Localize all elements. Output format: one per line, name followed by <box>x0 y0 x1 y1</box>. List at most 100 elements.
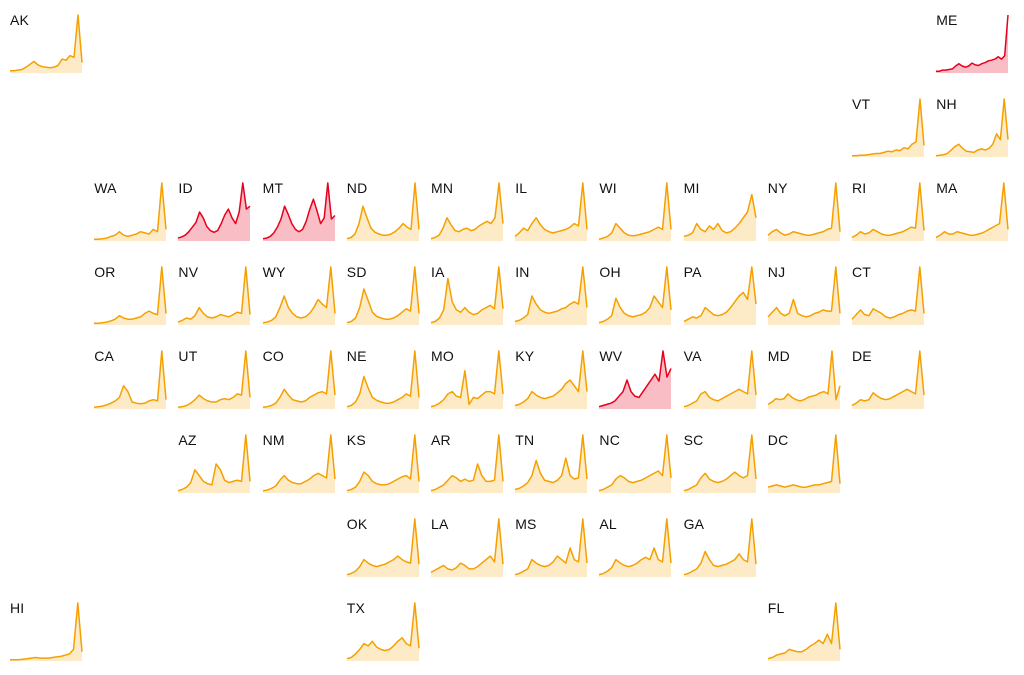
state-label: ME <box>936 12 958 28</box>
sparkline-line <box>346 182 420 240</box>
tile-ia: IA <box>430 264 505 332</box>
tile-wy: WY <box>262 264 337 332</box>
sparkline-area <box>178 351 251 409</box>
sparkline-line <box>851 266 925 320</box>
sparkline-area <box>94 183 167 241</box>
sparkline-area <box>852 267 924 325</box>
sparkline <box>10 602 83 661</box>
tile-wa: WA <box>94 180 168 248</box>
state-label: RI <box>852 180 867 196</box>
sparkline <box>599 434 673 493</box>
sparkline <box>514 518 588 577</box>
sparkline-line <box>262 350 336 409</box>
sparkline-area <box>178 435 251 493</box>
sparkline <box>514 266 588 325</box>
sparkline <box>430 518 504 577</box>
state-label: PA <box>683 264 702 280</box>
sparkline <box>767 266 841 325</box>
tile-nm: NM <box>262 432 337 500</box>
sparkline <box>430 434 504 493</box>
sparkline <box>94 182 167 241</box>
state-label: ND <box>346 180 368 196</box>
sparkline-area <box>683 351 756 409</box>
tile-mn: MN <box>430 180 505 248</box>
tile-mt: MT <box>262 180 337 248</box>
sparkline-line <box>852 98 925 157</box>
sparkline <box>599 518 673 577</box>
sparkline <box>430 182 504 241</box>
tile-ms: MS <box>514 516 589 584</box>
sparkline-area <box>10 603 82 661</box>
state-label: DE <box>852 348 872 364</box>
state-label: MS <box>515 516 537 532</box>
tile-mi: MI <box>683 180 758 248</box>
sparkline-area <box>936 99 1009 157</box>
tile-ct: CT <box>851 264 926 332</box>
sparkline-area <box>599 183 672 241</box>
state-label: MA <box>936 180 958 196</box>
sparkline-area <box>10 15 82 73</box>
tile-me: ME <box>936 12 1010 80</box>
sparkline-line <box>10 14 83 72</box>
sparkline-area <box>346 603 419 661</box>
tile-nd: ND <box>346 180 421 248</box>
sparkline <box>767 350 841 409</box>
tile-ma: MA <box>935 180 1010 248</box>
sparkline-line <box>599 350 673 408</box>
tile-sd: SD <box>346 264 421 332</box>
tile-nc: NC <box>599 432 673 500</box>
sparkline <box>346 434 420 493</box>
sparkline-line <box>262 434 336 492</box>
sparkline-line <box>346 602 420 660</box>
state-label: AL <box>599 516 617 532</box>
tile-in: IN <box>514 264 589 332</box>
sparkline <box>851 350 925 409</box>
tile-fl: FL <box>767 600 842 668</box>
sparkline <box>514 182 588 241</box>
tile-ok: OK <box>346 516 421 584</box>
sparkline-area <box>262 267 335 325</box>
sparkline <box>94 266 167 325</box>
sparkline-line <box>599 266 673 324</box>
sparkline-line <box>599 518 673 576</box>
state-label: CA <box>94 348 115 364</box>
sparkline-line <box>346 350 420 408</box>
state-label: TN <box>515 432 535 448</box>
state-label: IN <box>515 264 530 280</box>
sparkline <box>683 266 757 325</box>
tile-id: ID <box>178 180 252 248</box>
tile-ne: NE <box>346 348 421 416</box>
tile-md: MD <box>767 348 842 416</box>
sparkline-line <box>178 434 252 492</box>
state-label: VA <box>683 348 702 364</box>
sparkline <box>430 266 504 325</box>
state-label: AK <box>10 12 30 28</box>
sparkline <box>10 14 83 73</box>
sparkline-line <box>683 266 757 323</box>
state-label: AZ <box>178 432 197 448</box>
sparkline <box>262 266 336 325</box>
sparkline <box>262 182 336 241</box>
sparkline-line <box>178 182 251 239</box>
sparkline-area <box>767 183 840 241</box>
state-label: CO <box>262 348 284 364</box>
state-label: MT <box>262 180 284 196</box>
sparkline <box>94 350 167 409</box>
sparkline-line <box>935 182 1009 239</box>
tile-nh: NH <box>936 96 1010 164</box>
tile-oh: OH <box>599 264 673 332</box>
sparkline <box>851 266 925 325</box>
tile-ri: RI <box>851 180 926 248</box>
sparkline-area <box>515 183 588 241</box>
tile-wi: WI <box>599 180 673 248</box>
sparkline-line <box>767 350 841 406</box>
state-label: NM <box>262 432 285 448</box>
sparkline <box>767 182 841 241</box>
sparkline-area <box>94 267 167 325</box>
state-label: MN <box>431 180 454 196</box>
state-label: NE <box>346 348 367 364</box>
state-label: NH <box>936 96 957 112</box>
state-label: NJ <box>767 264 786 280</box>
sparkline-area <box>346 519 419 577</box>
state-label: UT <box>178 348 198 364</box>
